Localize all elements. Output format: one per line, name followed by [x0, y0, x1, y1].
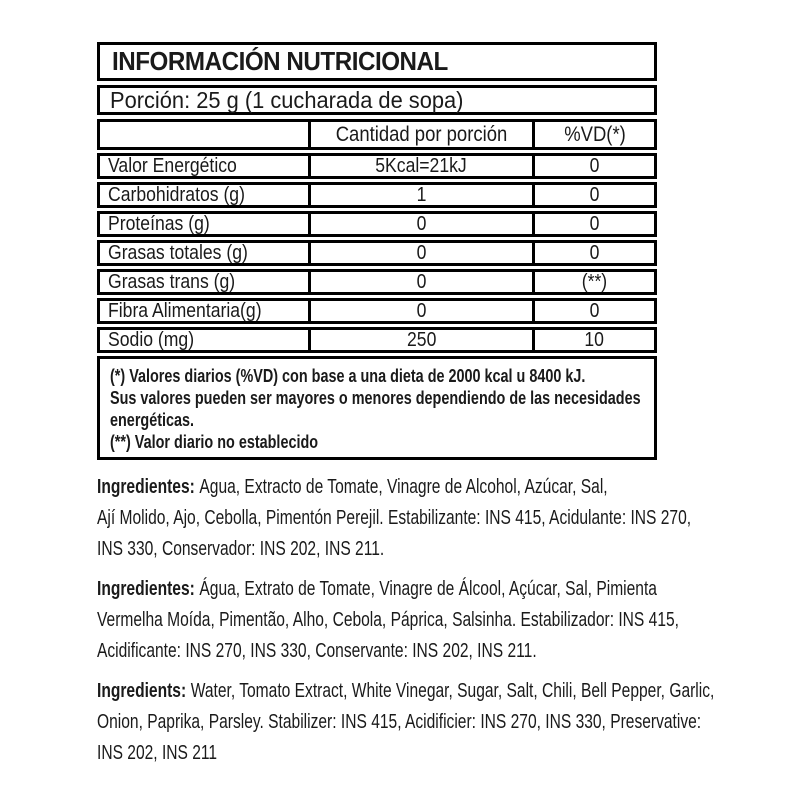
ingredient-line: Ingredients: Water, Tomato Extract, White…: [97, 675, 714, 706]
ingredient-line: Onion, Paprika, Parsley. Stabilizer: INS…: [97, 710, 702, 733]
nutrient-amount-text: 0: [416, 270, 427, 293]
nutrient-amount-text: 250: [406, 328, 437, 351]
nutrient-dv-text: 0: [589, 154, 600, 177]
header-amount-label: Cantidad por porción: [335, 122, 508, 146]
nutrient-dv: 0: [532, 241, 654, 264]
nutrient-amount-text: 5Kcal=21kJ: [375, 154, 468, 177]
nutrient-label-text: Grasas trans (g): [108, 270, 236, 293]
nutrient-amount: 5Kcal=21kJ: [307, 154, 532, 177]
nutrient-dv-text: 0: [589, 183, 600, 206]
nutrient-row-trans-fat: Grasas trans (g) 0 (**): [97, 269, 657, 295]
header-amount-cell: Cantidad por porción: [307, 122, 532, 147]
ingredient-line: Acidificante: INS 270, INS 330, Conserva…: [97, 639, 537, 662]
footnotes-box: (*) Valores diarios (%VD) con base a una…: [97, 356, 657, 460]
nutrition-title: INFORMACIÓN NUTRICIONAL: [97, 42, 657, 81]
portion-text: Porción: 25 g (1 cucharada de sopa): [110, 86, 464, 113]
nutrient-label: Carbohidratos (g): [100, 183, 308, 206]
nutrient-amount: 0: [307, 241, 532, 264]
nutrient-row-protein: Proteínas (g) 0 0: [97, 211, 657, 237]
nutrient-dv: 0: [532, 183, 654, 206]
nutrient-label: Grasas totales (g): [100, 241, 308, 264]
header-dv-label: %VD(*): [563, 122, 626, 146]
nutrient-label-text: Sodio (mg): [108, 328, 195, 351]
footnote-line: energéticas.: [110, 410, 195, 430]
nutrient-label: Fibra Alimentaria(g): [100, 299, 308, 322]
portion-row: Porción: 25 g (1 cucharada de sopa): [97, 85, 657, 115]
nutrient-label-text: Fibra Alimentaria(g): [108, 299, 262, 322]
nutrient-label-text: Valor Energético: [108, 154, 237, 177]
ingredient-line: Ají Molido, Ajo, Cebolla, Pimentón Perej…: [97, 506, 692, 529]
nutrient-amount-text: 0: [416, 299, 427, 322]
nutrient-amount-text: 0: [416, 212, 427, 235]
ingredient-line: Ingredientes: Água, Extrato de Tomate, Vi…: [97, 573, 657, 604]
ingredients-paragraph-portuguese: Ingredientes: Água, Extrato de Tomate, Vi…: [97, 573, 787, 666]
table-header-row: Cantidad por porción %VD(*): [97, 119, 657, 150]
ingredient-line-text: Water, Tomato Extract, White Vinegar, Su…: [190, 679, 715, 702]
nutrient-dv: 0: [532, 212, 654, 235]
footnote-line: (*) Valores diarios (%VD) con base a una…: [110, 366, 586, 386]
nutrient-label: Valor Energético: [100, 154, 308, 177]
nutrient-dv-text: 0: [589, 212, 600, 235]
ingredient-line-text: Água, Extrato de Tomate, Vinagre de Álco…: [199, 577, 657, 600]
ingredients-label: Ingredients:: [97, 679, 187, 702]
nutrient-row-fiber: Fibra Alimentaria(g) 0 0: [97, 298, 657, 324]
ingredient-line-text: Agua, Extracto de Tomate, Vinagre de Alc…: [199, 475, 608, 498]
nutrient-dv: 10: [532, 328, 654, 351]
ingredient-line: Ingredientes: Agua, Extracto de Tomate, V…: [97, 471, 621, 502]
nutrient-label: Sodio (mg): [100, 328, 308, 351]
ingredients-section: Ingredientes: Agua, Extracto de Tomate, V…: [97, 471, 787, 777]
footnote-line: Sus valores pueden ser mayores o menores…: [110, 388, 641, 408]
nutrition-facts-label: INFORMACIÓN NUTRICIONAL Porción: 25 g (1…: [97, 42, 657, 464]
nutrient-row-carbs: Carbohidratos (g) 1 0: [97, 182, 657, 208]
nutrient-amount: 0: [307, 270, 532, 293]
nutrient-label-text: Carbohidratos (g): [108, 183, 245, 206]
ingredients-label: Ingredientes:: [97, 577, 195, 600]
nutrient-label-text: Proteínas (g): [108, 212, 210, 235]
nutrient-dv: (**): [532, 270, 654, 293]
ingredients-label: Ingredientes:: [97, 475, 195, 498]
nutrient-dv: 0: [532, 299, 654, 322]
nutrient-amount-text: 1: [416, 183, 427, 206]
nutrient-row-energy: Valor Energético 5Kcal=21kJ 0: [97, 153, 657, 179]
nutrient-row-total-fat: Grasas totales (g) 0 0: [97, 240, 657, 266]
nutrition-title-text: INFORMACIÓN NUTRICIONAL: [112, 46, 448, 76]
nutrient-label: Proteínas (g): [100, 212, 308, 235]
ingredient-line: INS 330, Conservador: INS 202, INS 211.: [97, 537, 385, 560]
ingredient-line: Vermelha Moída, Pimentão, Alho, Cebola, …: [97, 608, 679, 631]
nutrient-amount: 0: [307, 299, 532, 322]
nutrient-dv-text: 0: [589, 241, 600, 264]
nutrient-label-text: Grasas totales (g): [108, 241, 248, 264]
nutrient-amount: 1: [307, 183, 532, 206]
ingredient-line: INS 202, INS 211: [97, 741, 218, 764]
footnote-line: (**) Valor diario no establecido: [110, 432, 319, 452]
header-dv-cell: %VD(*): [532, 122, 654, 147]
nutrient-row-sodium: Sodio (mg) 250 10: [97, 327, 657, 353]
nutrient-amount-text: 0: [416, 241, 427, 264]
nutrient-label: Grasas trans (g): [100, 270, 308, 293]
nutrient-dv-text: 0: [589, 299, 600, 322]
nutrient-dv: 0: [532, 154, 654, 177]
header-empty-cell: [100, 122, 308, 147]
nutrient-dv-text: (**): [581, 270, 608, 293]
nutrient-amount: 250: [307, 328, 532, 351]
ingredients-paragraph-english: Ingredients: Water, Tomato Extract, White…: [97, 675, 787, 768]
ingredients-paragraph-spanish: Ingredientes: Agua, Extracto de Tomate, V…: [97, 471, 787, 564]
nutrient-dv-text: 10: [584, 328, 605, 351]
nutrient-amount: 0: [307, 212, 532, 235]
